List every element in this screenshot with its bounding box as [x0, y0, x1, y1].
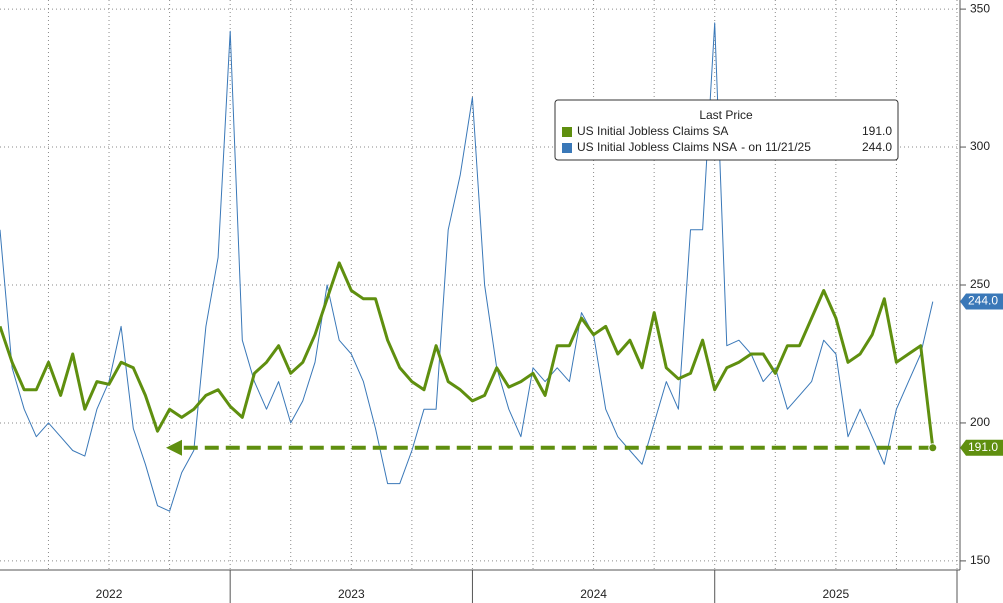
last-label-box — [960, 439, 1003, 456]
x-tick-label: 2023 — [338, 587, 365, 601]
last-label: 244.0 — [968, 294, 998, 308]
legend-box — [554, 99, 899, 161]
legend-swatch — [562, 127, 572, 137]
legend-name: US Initial Jobless Claims SA — [577, 124, 728, 138]
x-tick-label: 2024 — [580, 587, 607, 601]
last-label: 191.0 — [968, 440, 998, 454]
arrow-head — [166, 439, 182, 456]
y-tick-label: 250 — [970, 277, 990, 291]
y-tick-label: 350 — [970, 1, 990, 15]
x-tick-label: 2025 — [823, 587, 850, 601]
series-line — [0, 261, 935, 448]
y-tick-label: 200 — [970, 415, 990, 429]
x-axis-band — [0, 570, 960, 603]
series-line — [0, 22, 934, 512]
last-point — [928, 443, 938, 453]
legend-label: US Initial Jobless Claims NSA - on 11/21/… — [577, 140, 811, 154]
x-tick-label: 2022 — [96, 587, 123, 601]
legend-label: US Initial Jobless Claims SA — [577, 124, 728, 138]
legend-name: US Initial Jobless Claims NSA — [577, 140, 737, 154]
legend-value: 244.0 — [862, 140, 892, 154]
legend-swatch — [562, 143, 572, 153]
legend-note: - on 11/21/25 — [741, 140, 811, 154]
legend-title: Last Price — [699, 108, 753, 122]
legend: Last Price US Initial Jobless Claims SA 19… — [554, 99, 899, 161]
last-label-box — [960, 293, 1003, 310]
legend-value: 191.0 — [862, 124, 892, 138]
y-tick-label: 300 — [970, 139, 990, 153]
y-tick-label: 150 — [970, 553, 990, 567]
